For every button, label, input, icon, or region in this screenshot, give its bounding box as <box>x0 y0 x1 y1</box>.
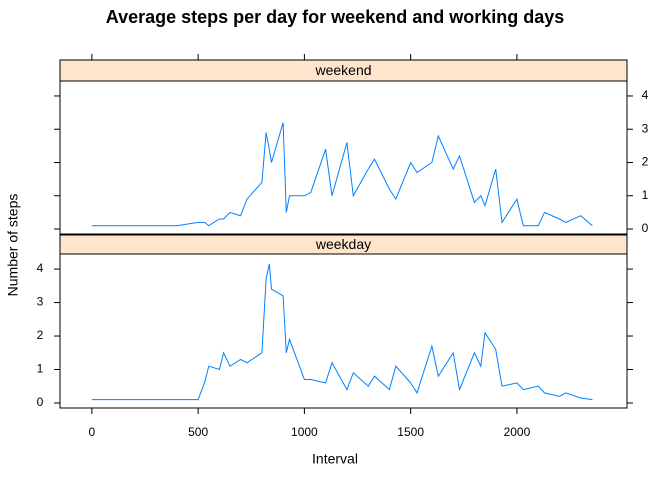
x-tick-label: 500 <box>188 425 208 439</box>
strip-label: weekend <box>314 62 371 78</box>
x-tick-label: 0 <box>89 425 96 439</box>
panel-frame <box>59 80 628 235</box>
chart-title: Average steps per day for weekend and wo… <box>106 7 565 27</box>
y-tick-label: 4 <box>642 88 649 102</box>
y-tick-label: 1 <box>642 188 649 202</box>
y-tick-label: 0 <box>642 221 649 235</box>
y-tick-label: 3 <box>37 295 44 309</box>
y-tick-label: 4 <box>37 261 44 275</box>
y-tick-label: 0 <box>37 395 44 409</box>
data-line <box>91 122 593 227</box>
y-tick-label: 3 <box>642 121 649 135</box>
y-tick-label: 2 <box>37 328 44 342</box>
x-axis-label: Interval <box>312 451 358 467</box>
strip-label: weekday <box>315 236 371 252</box>
panel-frame <box>59 253 628 409</box>
y-tick-label: 2 <box>642 155 649 169</box>
y-tick-label: 1 <box>37 362 44 376</box>
data-line <box>91 263 593 401</box>
x-tick-label: 2000 <box>504 425 531 439</box>
x-tick-label: 1000 <box>291 425 318 439</box>
y-axis-label: Number of steps <box>5 194 21 297</box>
x-tick-label: 1500 <box>397 425 424 439</box>
